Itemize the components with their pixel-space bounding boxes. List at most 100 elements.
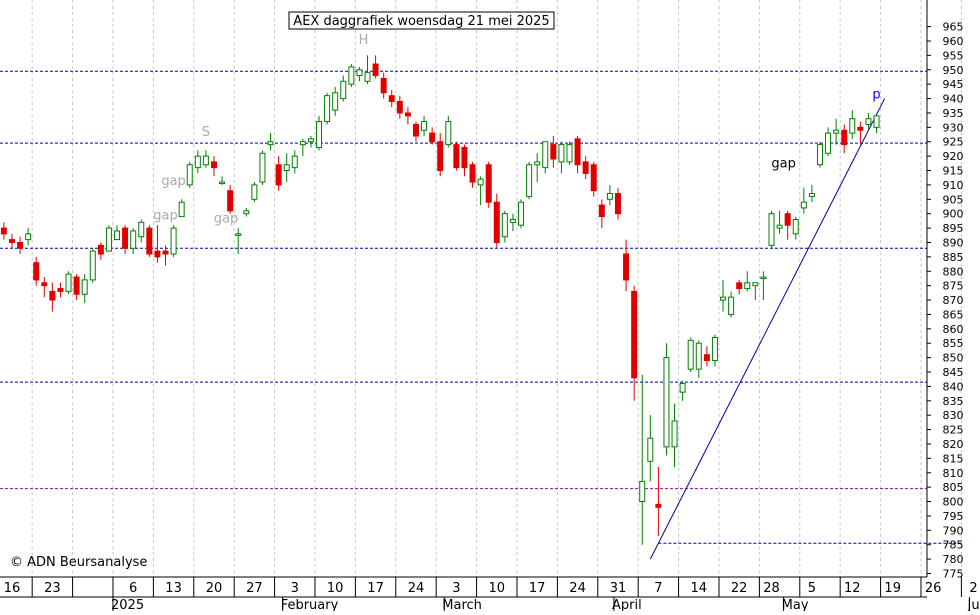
y-tick-label: 900 <box>943 208 964 221</box>
x-tick-label: 10 <box>327 581 344 596</box>
y-tick-label: 780 <box>943 553 964 566</box>
candle-body-up <box>325 96 330 122</box>
candle-body-up <box>187 165 192 185</box>
candle-body-up <box>850 119 855 133</box>
candle-body-up <box>543 142 548 168</box>
x-tick-label: 19 <box>884 581 901 596</box>
candle-body-up <box>446 122 451 145</box>
candle-body-up <box>510 219 515 222</box>
candle-body-up <box>236 234 241 236</box>
y-tick-label: 965 <box>943 21 964 34</box>
candle-body-up <box>640 481 645 501</box>
candle-body-down <box>373 64 378 76</box>
y-tick-label: 855 <box>943 337 964 350</box>
candle-body-up <box>527 165 532 197</box>
candle-body-down <box>430 133 435 142</box>
candle-body-up <box>519 202 524 225</box>
chart-annotation: H <box>359 33 369 48</box>
candle-body-down <box>228 191 233 211</box>
chart-annotation: p <box>872 88 880 103</box>
candle-body-down <box>842 130 847 144</box>
y-tick-label: 925 <box>943 136 964 149</box>
candle-body-up <box>729 297 734 314</box>
copyright-text: © ADN Beursanalyse <box>10 555 147 570</box>
candle-body-up <box>66 274 71 291</box>
month-label: April <box>612 598 642 611</box>
y-tick-label: 805 <box>943 481 964 494</box>
candle-body-down <box>785 214 790 226</box>
y-tick-label: 880 <box>943 265 964 278</box>
y-tick-label: 775 <box>943 568 964 581</box>
y-tick-label: 875 <box>943 280 964 293</box>
y-tick-label: 820 <box>943 438 964 451</box>
candle-body-down <box>155 251 160 257</box>
chart-title: AEX daggrafiek woensdag 21 mei 2025 <box>293 14 549 29</box>
x-tick-label: 31 <box>610 581 627 596</box>
candle-body-up <box>567 145 572 162</box>
candle-body-up <box>284 165 289 171</box>
y-tick-label: 960 <box>943 35 964 48</box>
chart-annotation: S <box>202 125 210 140</box>
candle-body-up <box>478 179 483 185</box>
month-label: May <box>782 598 809 611</box>
candle-body-up <box>422 122 427 131</box>
chart-annotation: gap <box>153 208 177 223</box>
y-tick-label: 790 <box>943 524 964 537</box>
candle-body-up <box>357 70 362 76</box>
candle-body-up <box>777 225 782 228</box>
candle-body-down <box>74 277 79 294</box>
candle-body-down <box>454 145 459 168</box>
y-tick-label: 785 <box>943 539 964 552</box>
y-tick-label: 950 <box>943 64 964 77</box>
candle-body-up <box>341 81 346 98</box>
candle-body-down <box>34 263 39 280</box>
candle-body-up <box>874 116 879 128</box>
candle-body-up <box>220 182 225 184</box>
candle-body-down <box>494 202 499 242</box>
candle-body-up <box>244 211 249 214</box>
x-tick-label: 28 <box>763 581 780 596</box>
y-tick-label: 845 <box>943 366 964 379</box>
candle-body-up <box>82 280 87 294</box>
candle-body-up <box>664 358 669 447</box>
y-tick-label: 910 <box>943 179 964 192</box>
y-tick-label: 815 <box>943 452 964 465</box>
month-label: 2025 <box>111 598 144 611</box>
y-tick-label: 860 <box>943 323 964 336</box>
x-tick-label: 2 <box>969 581 977 596</box>
candle-body-down <box>381 78 386 92</box>
y-tick-label: 840 <box>943 380 964 393</box>
candle-body-up <box>365 73 370 82</box>
candle-body-up <box>696 343 701 369</box>
candle-body-up <box>139 222 144 236</box>
candle-body-down <box>575 139 580 165</box>
candle-body-up <box>761 277 766 279</box>
candle-body-up <box>349 67 354 84</box>
candle-body-up <box>308 139 313 142</box>
candle-body-up <box>721 297 726 300</box>
y-tick-label: 955 <box>943 49 964 62</box>
y-tick-label: 830 <box>943 409 964 422</box>
x-tick-label: 22 <box>731 581 748 596</box>
candle-body-up <box>607 194 612 200</box>
x-tick-label: 7 <box>654 581 662 596</box>
candle-body-up <box>268 142 273 145</box>
x-tick-label: 3 <box>291 581 299 596</box>
candle-body-down <box>624 254 629 280</box>
y-tick-label: 940 <box>943 93 964 106</box>
candle-body-up <box>115 231 120 240</box>
candle-body-up <box>866 119 871 125</box>
y-tick-label: 895 <box>943 222 964 235</box>
chart-annotation: gap <box>771 157 795 172</box>
candle-body-down <box>211 162 216 168</box>
candle-body-down <box>18 242 23 248</box>
candle-body-down <box>551 145 556 159</box>
candle-body-up <box>292 156 297 168</box>
y-tick-label: 920 <box>943 150 964 163</box>
x-tick-label: 17 <box>367 581 384 596</box>
candle-body-up <box>834 130 839 133</box>
y-tick-label: 945 <box>943 78 964 91</box>
candle-body-down <box>50 291 55 300</box>
candle-body-up <box>826 133 831 153</box>
